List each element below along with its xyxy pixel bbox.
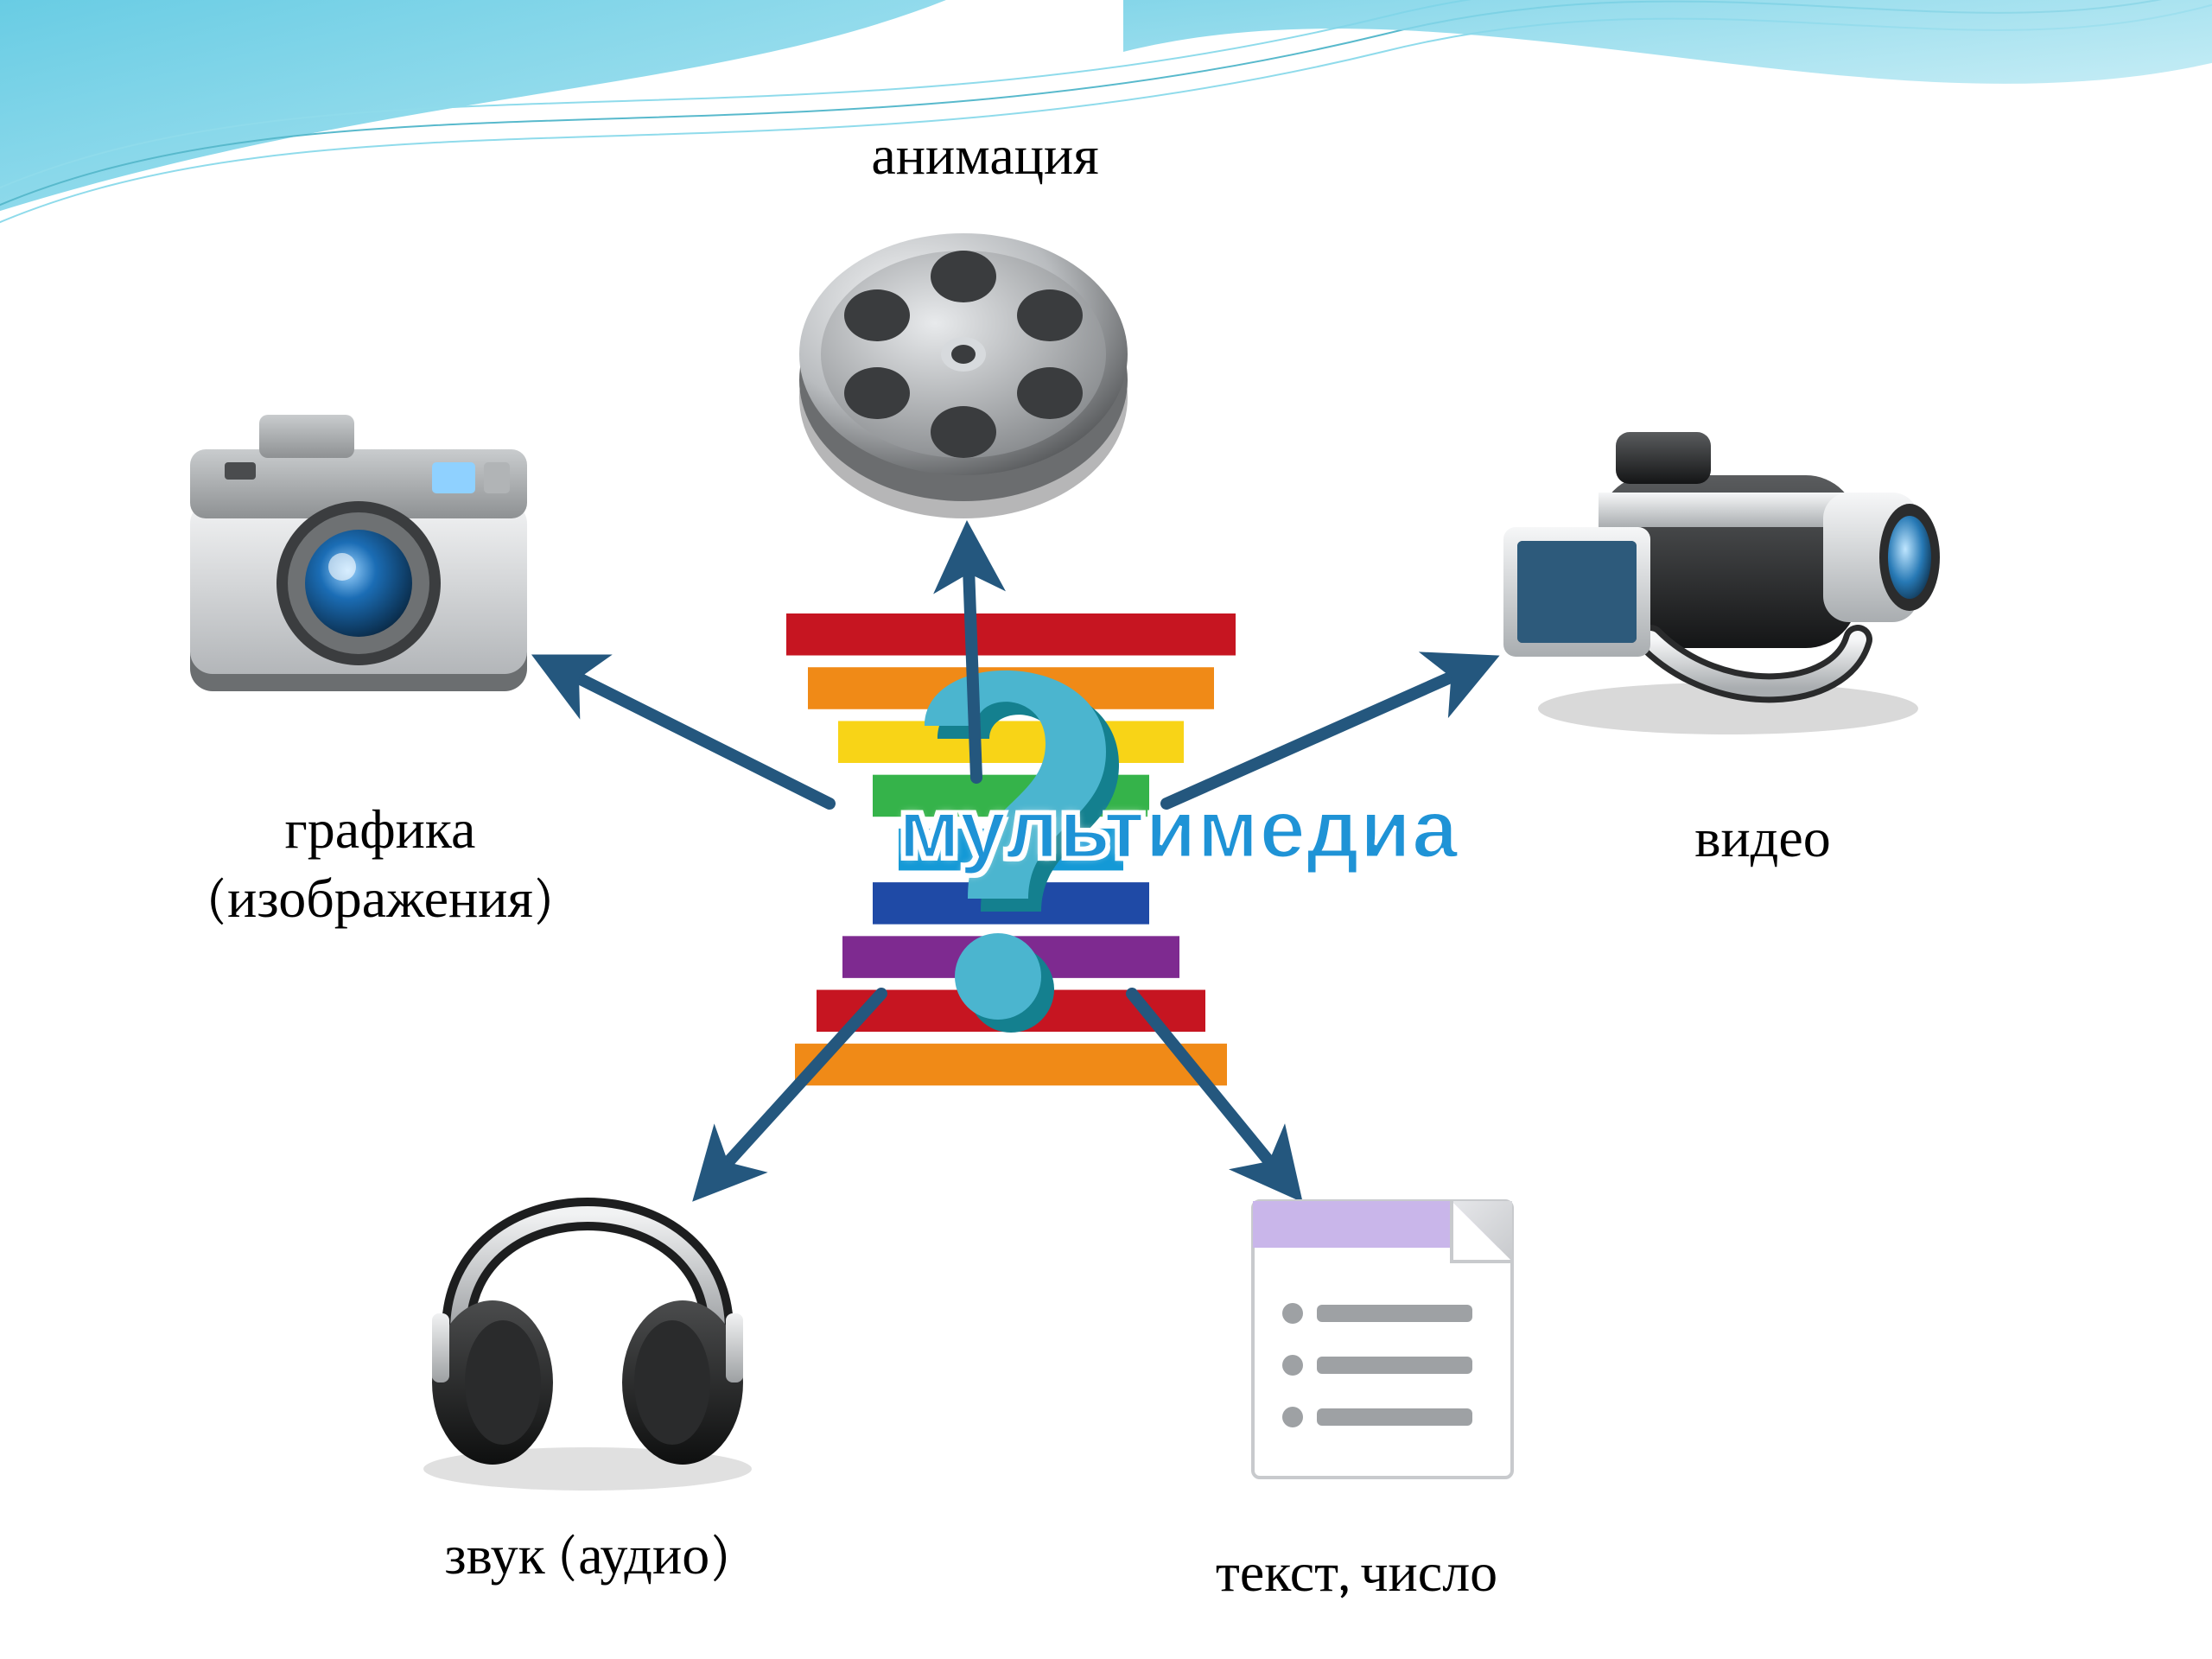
slide-canvas: мультимедиа — [0, 0, 2212, 1659]
headphones-icon — [397, 1149, 778, 1495]
animation-label: анимация — [812, 121, 1158, 190]
document-icon — [1227, 1184, 1538, 1495]
film-reel-icon — [778, 207, 1149, 527]
text-label: текст, число — [1149, 1538, 1564, 1607]
camera-icon — [173, 397, 544, 709]
video-label: видео — [1633, 804, 1892, 873]
camcorder-icon — [1495, 380, 1944, 743]
audio-label: звук (аудио) — [380, 1521, 795, 1590]
graphics-label: графика (изображения) — [156, 795, 605, 933]
